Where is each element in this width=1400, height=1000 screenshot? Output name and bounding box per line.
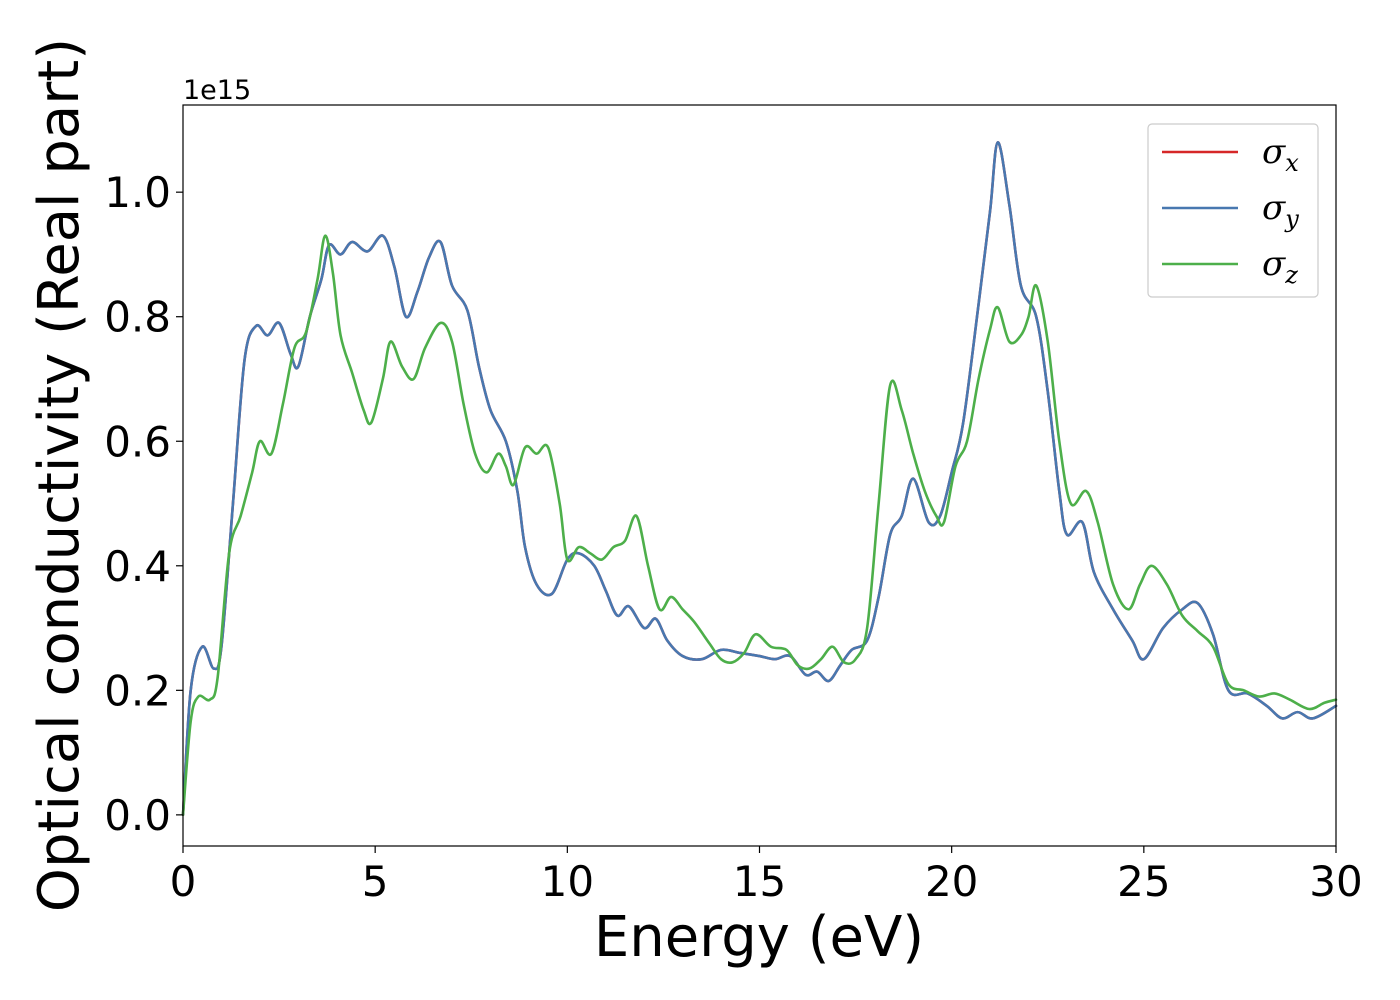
x-tick-label: 30 (1309, 857, 1362, 906)
legend-subscript: z (1284, 261, 1298, 289)
y-tick-label: 0.4 (104, 542, 171, 591)
x-tick-label: 10 (541, 857, 594, 906)
y-tick-label: 0.2 (104, 666, 171, 715)
y-offset-text: 1e15 (183, 75, 251, 106)
x-tick-label: 5 (362, 857, 389, 906)
legend-symbol: σ (1262, 244, 1286, 284)
y-axis-title: Optical conductivity (Real part) (27, 38, 92, 912)
series-line-z (181, 234, 1338, 817)
y-axis-ticks: 0.0 0.2 0.4 0.6 0.8 1.0 (104, 168, 183, 840)
legend-label-x: σx (1262, 132, 1299, 177)
y-tick-label: 0.0 (104, 791, 171, 840)
x-tick-label: 25 (1117, 857, 1170, 906)
legend-symbol: σ (1262, 188, 1286, 228)
x-axis-title: Energy (eV) (594, 905, 924, 970)
y-tick-label: 1.0 (104, 168, 171, 217)
y-tick-label: 0.6 (104, 417, 171, 466)
legend-label-z: σz (1262, 244, 1298, 289)
x-axis-ticks: 0 5 10 15 20 25 30 (170, 846, 1363, 906)
x-tick-label: 15 (733, 857, 786, 906)
legend-label-y: σy (1262, 188, 1299, 233)
series-layer (181, 141, 1338, 817)
y-tick-label: 0.8 (104, 293, 171, 342)
x-tick-label: 0 (170, 857, 197, 906)
legend-symbol: σ (1262, 132, 1286, 172)
x-tick-label: 20 (925, 857, 978, 906)
legend-frame (1147, 123, 1319, 298)
legend-subscript: y (1284, 205, 1299, 233)
legend-subscript: x (1285, 149, 1299, 177)
series-line-y (181, 141, 1338, 817)
